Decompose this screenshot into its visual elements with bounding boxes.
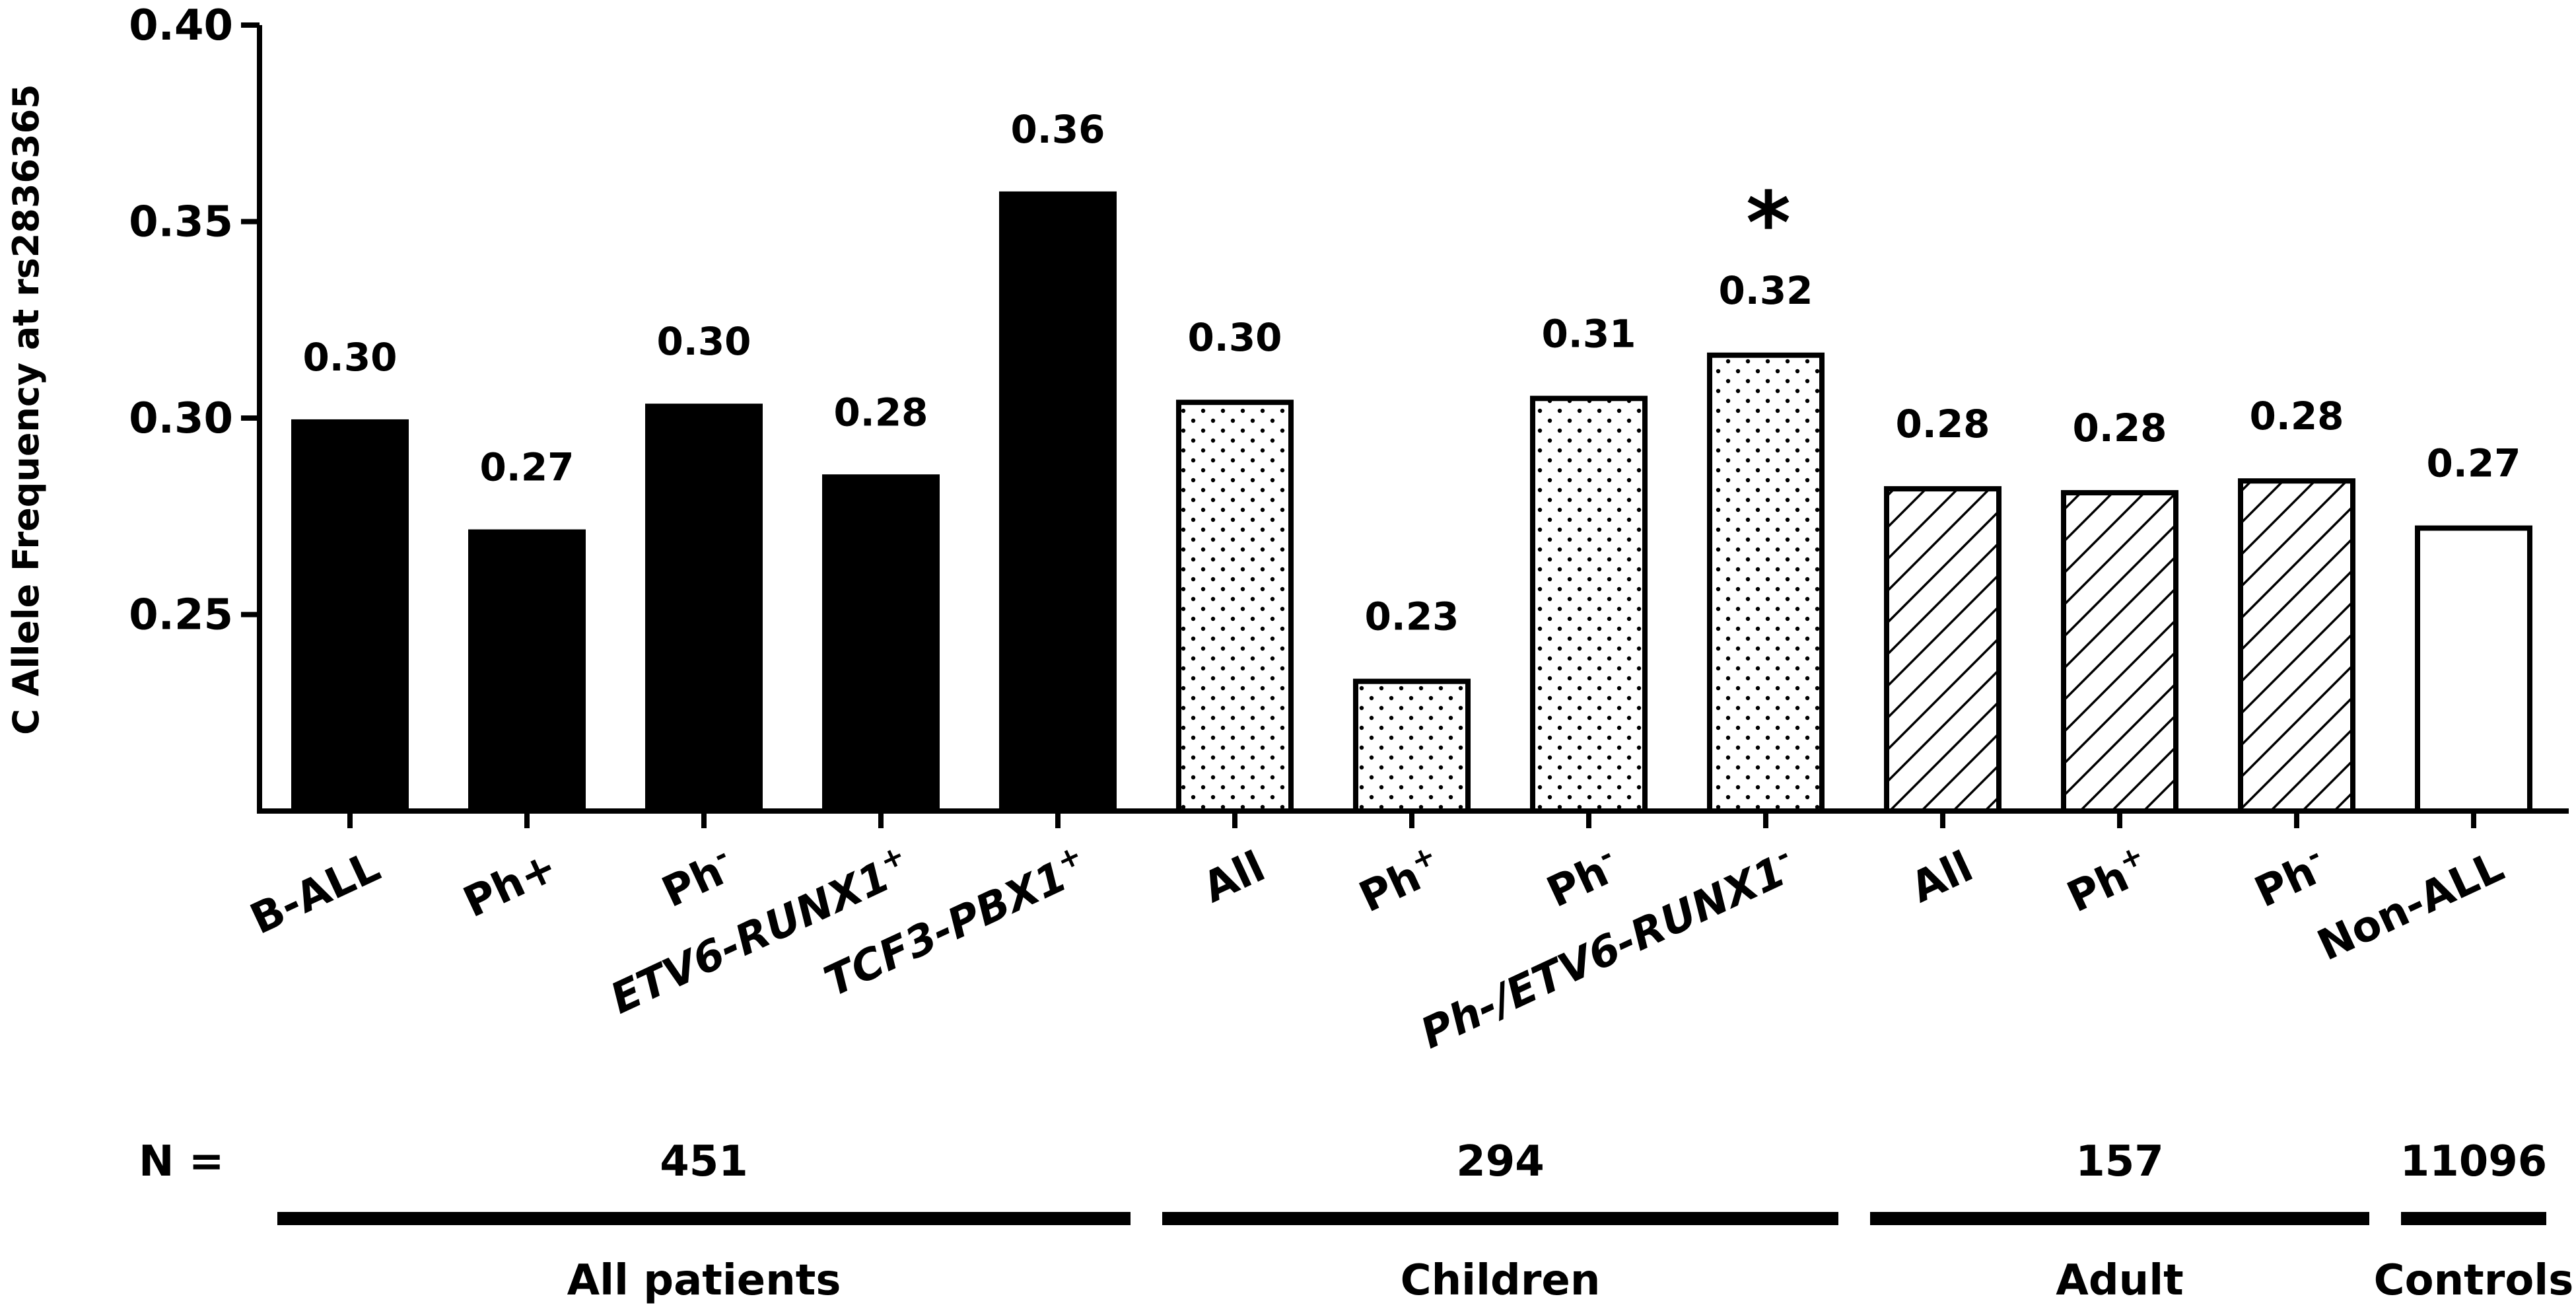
significance-marker: * bbox=[1746, 173, 1791, 273]
data-label: 0.30 bbox=[656, 319, 751, 364]
bar bbox=[2415, 525, 2532, 814]
bar bbox=[291, 419, 409, 814]
x-tick-label: Ph- bbox=[2246, 838, 2334, 917]
data-label: 0.28 bbox=[1895, 402, 1990, 446]
y-tick-label: 0.25 bbox=[129, 591, 233, 640]
x-tick-label: Ph- bbox=[1538, 838, 1626, 917]
bars bbox=[291, 191, 2532, 814]
group-n: 11096 bbox=[2400, 1137, 2548, 1186]
bar bbox=[468, 529, 586, 814]
x-tick-label: All bbox=[1196, 842, 1272, 913]
group-n: 451 bbox=[660, 1137, 748, 1186]
y-axis-label: C Allele Frequency at rs2836365 bbox=[5, 84, 47, 735]
x-tick-label: All bbox=[1904, 842, 1980, 913]
group-n: 157 bbox=[2075, 1137, 2164, 1186]
group-label: Children bbox=[1401, 1256, 1601, 1305]
x-tick-label: B-ALL bbox=[243, 842, 387, 944]
x-tick-label: Ph+ bbox=[1350, 838, 1449, 922]
y-tick-label: 0.40 bbox=[129, 1, 233, 50]
n-prefix: N = bbox=[139, 1137, 224, 1186]
y-axis: 0.40 0.35 0.30 0.25 bbox=[129, 1, 2569, 828]
bar bbox=[2061, 490, 2178, 814]
x-tick-labels: B-ALL Ph+ Ph-ETV6-RUNX1+TCF3-PBX1+ All Ph+ Ph… bbox=[243, 838, 2511, 1059]
data-label: 0.27 bbox=[2426, 441, 2521, 486]
data-label: 0.28 bbox=[2249, 394, 2344, 439]
group-annotations: 451 All patients 294 Children 157 Adult 11096 C… bbox=[277, 1137, 2573, 1305]
group-label: Controls bbox=[2374, 1256, 2574, 1305]
data-label: 0.28 bbox=[2072, 406, 2167, 450]
bar bbox=[2238, 478, 2355, 814]
x-tick-label: Ph- bbox=[653, 838, 742, 917]
x-tick-label: Ph+ bbox=[2058, 838, 2157, 922]
x-tick-label: ETV6-RUNX1+ bbox=[602, 838, 919, 1024]
group-n: 294 bbox=[1456, 1137, 1545, 1186]
data-label: 0.32 bbox=[1718, 268, 1813, 313]
bar bbox=[1176, 400, 1294, 814]
data-label: 0.23 bbox=[1364, 594, 1459, 639]
group-label: All patients bbox=[567, 1256, 841, 1305]
bar bbox=[1707, 352, 1825, 814]
data-labels: 0.30 0.27 0.30 0.28 0.36 0.30 0.23 0.31 0.32* 0.2… bbox=[302, 107, 2521, 639]
x-tick-label: Ph+ bbox=[456, 842, 565, 927]
bar bbox=[1884, 486, 2002, 814]
y-tick-label: 0.35 bbox=[129, 198, 233, 247]
bar bbox=[999, 191, 1117, 814]
bar bbox=[645, 404, 763, 814]
group-label: Adult bbox=[2056, 1256, 2183, 1305]
data-label: 0.30 bbox=[302, 335, 397, 380]
bar bbox=[1530, 396, 1648, 814]
data-label: 0.27 bbox=[479, 445, 574, 490]
data-label: 0.30 bbox=[1187, 315, 1282, 360]
data-label: 0.28 bbox=[833, 390, 928, 435]
y-tick-label: 0.30 bbox=[129, 394, 233, 443]
bar bbox=[822, 474, 940, 814]
x-tick-label: Non-ALL bbox=[2311, 842, 2511, 970]
bar bbox=[1353, 678, 1471, 814]
data-label: 0.36 bbox=[1010, 107, 1105, 152]
data-label: 0.31 bbox=[1541, 311, 1636, 356]
